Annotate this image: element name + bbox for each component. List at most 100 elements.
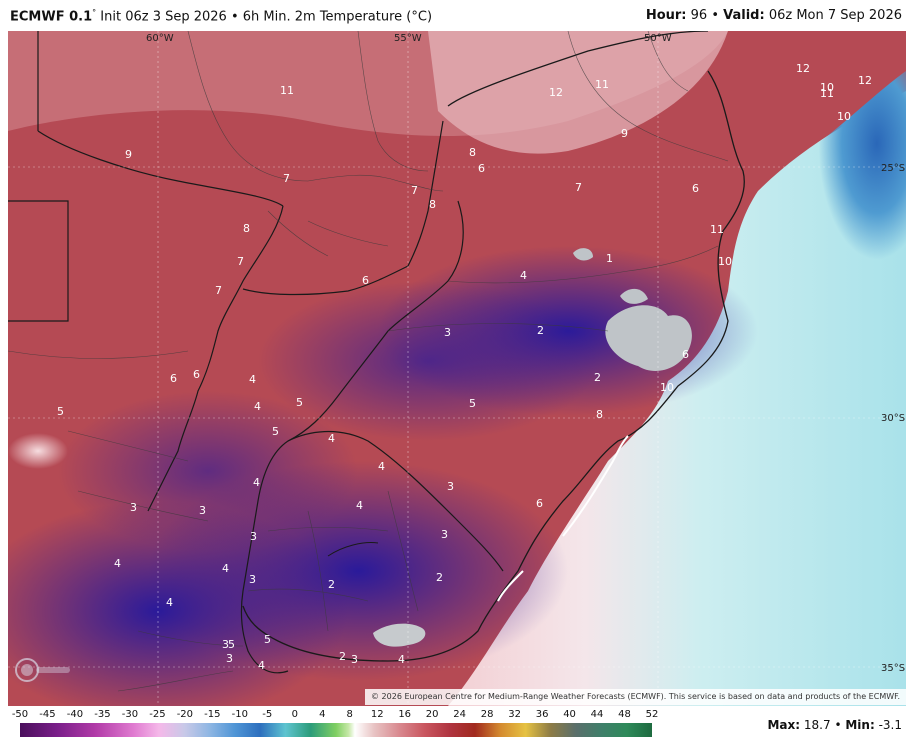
value-label: 6 <box>362 274 369 287</box>
value-label: 11 <box>820 87 834 100</box>
value-label: 4 <box>222 562 229 575</box>
valid-time-info: Hour: 96 • Valid: 06z Mon 7 Sep 2026 <box>646 8 902 23</box>
legend-tick-label: 32 <box>508 709 521 720</box>
value-label: 6 <box>536 497 543 510</box>
lagoon-dos-patos <box>562 435 629 537</box>
value-label: 5 <box>296 396 303 409</box>
hour-label: Hour: <box>645 8 687 23</box>
value-label: 5 <box>469 397 476 410</box>
value-label: 12 <box>549 86 563 99</box>
map-title: ECMWF 0.1° Init 06z 3 Sep 2026 • 6h Min.… <box>10 8 432 24</box>
value-label: 8 <box>429 198 436 211</box>
value-label: 7 <box>283 172 290 185</box>
separator-dot-2: • <box>711 8 719 23</box>
value-label: 6 <box>478 162 485 175</box>
legend-tick-label: -45 <box>39 709 56 720</box>
value-label: 7 <box>411 184 418 197</box>
value-label: 8 <box>469 146 476 159</box>
legend-tick-label: 12 <box>370 709 384 720</box>
min-max-stats: Max: 18.7 • Min: -3.1 <box>767 718 902 732</box>
lon-label-60w: 60°W <box>146 33 174 44</box>
legend-tick-label: 28 <box>480 709 494 720</box>
value-label: 10 <box>837 110 851 123</box>
legend-color-bar <box>20 723 652 737</box>
value-label: 2 <box>594 371 601 384</box>
border-brazil-uruguay <box>287 431 504 572</box>
value-label: 3 <box>249 573 256 586</box>
state-borders <box>8 31 729 692</box>
value-label: 4 <box>253 476 260 489</box>
value-label: 5 <box>228 638 235 651</box>
value-label: 4 <box>398 653 405 666</box>
coldest-patch-north <box>573 248 593 261</box>
legend-tick-label: 8 <box>346 709 353 720</box>
stats-separator: • <box>834 718 842 732</box>
value-label: 4 <box>114 557 121 570</box>
legend-tick-label: 52 <box>645 709 659 720</box>
value-label: 1 <box>606 252 613 265</box>
value-label: 5 <box>264 633 271 646</box>
value-label: 4 <box>258 659 265 672</box>
legend-tick-label: -15 <box>204 709 221 720</box>
coldest-patch-plateau <box>605 305 692 371</box>
warm-spot-west <box>8 433 68 469</box>
init-time: Init 06z 3 Sep 2026 <box>100 9 227 25</box>
cold-zone-west <box>58 391 358 551</box>
ocean-cold-current <box>760 71 906 361</box>
weatherbell-logo <box>14 657 74 683</box>
cold-zone-argentina <box>8 501 348 706</box>
legend-tick-label: -20 <box>176 709 194 720</box>
value-label: 2 <box>328 578 335 591</box>
lon-label-55w: 55°W <box>394 33 422 44</box>
min-label: Min: <box>845 718 875 732</box>
legend-tick-label: -40 <box>66 709 84 720</box>
value-label: 3 <box>441 528 448 541</box>
coastline <box>242 31 745 662</box>
lat-label-35s: 35°S <box>881 663 905 674</box>
legend-tick-label: 4 <box>319 709 326 720</box>
legend-tick-label: -5 <box>262 709 273 720</box>
color-scale-legend: -50 -45 -40 -35 -30 -25 -20 -15 -10 -5 0 4 8 12 16 20 24… <box>8 709 668 745</box>
value-label: 7 <box>575 181 582 194</box>
value-label: 3 <box>447 480 454 493</box>
legend-tick-label: -30 <box>121 709 139 720</box>
value-label: 4 <box>328 432 335 445</box>
value-label: 7 <box>215 284 222 297</box>
value-label: 11 <box>710 223 724 236</box>
degree-mark: ° <box>92 8 97 17</box>
legend-ticks: -50 -45 -40 -35 -30 -25 -20 -15 -10 -5 0 4 8 12 16 20 24… <box>8 709 668 721</box>
border-bolivia-paraguay <box>8 31 284 322</box>
value-label: 8 <box>596 408 603 421</box>
logo-mark <box>15 658 70 682</box>
value-label: 2 <box>339 650 346 663</box>
max-value: 18.7 <box>803 718 831 732</box>
value-label: 6 <box>193 368 200 381</box>
value-label: 9 <box>621 127 628 140</box>
hour-value: 96 <box>690 8 708 23</box>
header-bar: ECMWF 0.1° Init 06z 3 Sep 2026 • 6h Min.… <box>0 0 914 30</box>
value-label: 4 <box>520 269 527 282</box>
value-label: 11 <box>595 78 609 91</box>
value-label: 8 <box>243 222 250 235</box>
legend-tick-label: 44 <box>590 709 604 720</box>
value-label: 12 <box>858 74 872 87</box>
value-label: 2 <box>436 571 443 584</box>
lat-label-30s: 30°S <box>881 413 905 424</box>
legend-tick-label: 16 <box>398 709 412 720</box>
legend-tick-label: 24 <box>453 709 467 720</box>
copyright-notice: © 2026 European Centre for Medium-Range … <box>365 689 906 705</box>
value-label: 5 <box>272 425 279 438</box>
value-label: 2 <box>537 324 544 337</box>
value-label: 6 <box>170 372 177 385</box>
cold-zone-center <box>258 281 598 441</box>
value-label: 4 <box>249 373 256 386</box>
temperature-map: 60°W 55°W 50°W 25°S 30°S 35°S 12 11 12 1… <box>8 31 906 706</box>
value-label: 3 <box>351 653 358 666</box>
legend-tick-label: 36 <box>535 709 549 720</box>
map-svg: 60°W 55°W 50°W 25°S 30°S 35°S 12 11 12 1… <box>8 31 906 706</box>
lon-label-50w: 50°W <box>644 33 672 44</box>
value-label: 6 <box>682 348 689 361</box>
legend-tick-label: -25 <box>149 709 166 720</box>
model-name: ECMWF 0.1 <box>10 9 93 25</box>
value-label: 3 <box>222 638 229 651</box>
